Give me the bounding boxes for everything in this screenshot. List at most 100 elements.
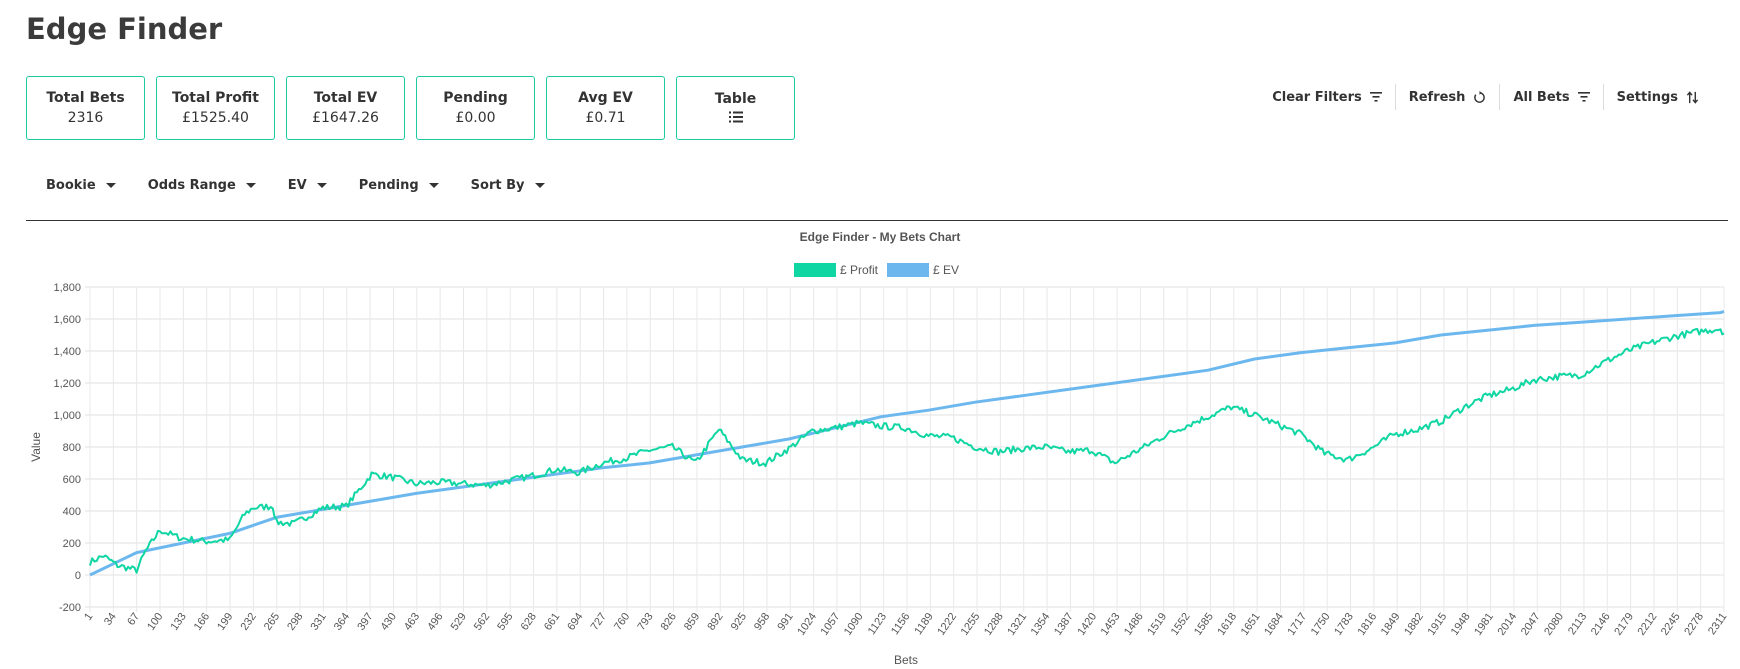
x-tick-label: 2014 xyxy=(1495,611,1519,638)
filter-label: Bookie xyxy=(46,178,96,193)
filter-pending-dropdown[interactable]: Pending xyxy=(343,178,455,193)
stat-value: £0.00 xyxy=(455,110,496,126)
filter-sort-by-dropdown[interactable]: Sort By xyxy=(455,178,561,193)
stat-value: £0.71 xyxy=(585,110,626,126)
x-tick-label: 1849 xyxy=(1379,611,1403,638)
x-tick-label: 529 xyxy=(449,611,469,633)
stat-card-total-ev[interactable]: Total EV £1647.26 xyxy=(286,76,405,140)
x-tick-label: 1552 xyxy=(1169,611,1193,638)
series-line-profit xyxy=(89,328,1725,574)
x-tick-label: 364 xyxy=(332,611,352,633)
x-tick-label: 1651 xyxy=(1239,611,1263,638)
x-tick-label: 991 xyxy=(775,611,795,633)
table-label: Table xyxy=(714,90,757,107)
series-line-ev xyxy=(89,310,1725,577)
x-tick-label: 2047 xyxy=(1519,611,1543,638)
legend-swatch-ev[interactable] xyxy=(887,263,929,277)
caret-down-icon xyxy=(428,183,439,188)
stat-card-total-profit[interactable]: Total Profit £1525.40 xyxy=(156,76,275,140)
x-tick-label: 892 xyxy=(705,611,725,633)
x-tick-label: 562 xyxy=(472,611,492,633)
x-tick-label: 1288 xyxy=(982,611,1006,638)
settings-button[interactable]: Settings xyxy=(1604,83,1712,111)
refresh-label: Refresh xyxy=(1408,89,1466,105)
filter-bookie-dropdown[interactable]: Bookie xyxy=(30,178,132,193)
filter-ev-dropdown[interactable]: EV xyxy=(272,178,343,193)
x-axis-label: Bets xyxy=(894,653,918,667)
clear-filters-button[interactable]: Clear Filters xyxy=(1259,83,1395,111)
x-tick-label: 2278 xyxy=(1682,611,1706,638)
x-tick-label: 1750 xyxy=(1309,611,1333,638)
y-tick-label: 0 xyxy=(75,570,81,582)
x-tick-label: 2245 xyxy=(1659,611,1683,638)
y-tick-label: 1,400 xyxy=(53,346,81,358)
filter-label: EV xyxy=(287,178,307,193)
stat-value: 2316 xyxy=(67,110,104,126)
x-tick-label: 1 xyxy=(82,611,95,623)
chart-legend: £ Profit £ EV xyxy=(794,263,959,277)
stat-value: £1647.26 xyxy=(312,110,379,126)
x-tick-label: 1321 xyxy=(1005,611,1029,638)
x-tick-label: 1387 xyxy=(1052,611,1076,638)
refresh-button[interactable]: Refresh xyxy=(1396,83,1500,111)
x-tick-label: 694 xyxy=(565,611,585,633)
x-tick-label: 463 xyxy=(402,611,422,633)
x-tick-label: 496 xyxy=(425,611,445,633)
toolbar: Clear Filters Refresh All Bets Settings xyxy=(1259,83,1712,111)
x-tick-label: 1585 xyxy=(1192,611,1216,638)
x-tick-label: 628 xyxy=(519,611,539,633)
all-bets-button[interactable]: All Bets xyxy=(1500,83,1602,111)
toolbar-separator xyxy=(1602,84,1604,110)
x-tick-label: 1024 xyxy=(795,611,819,638)
x-tick-label: 925 xyxy=(729,611,749,633)
filter-odds-range-dropdown[interactable]: Odds Range xyxy=(132,178,272,193)
refresh-icon xyxy=(1474,90,1486,103)
chart-gridlines xyxy=(85,286,1725,612)
x-tick-label: 2179 xyxy=(1612,611,1636,638)
x-tick-label: 760 xyxy=(612,611,632,633)
legend-label-ev[interactable]: £ EV xyxy=(933,263,959,277)
x-tick-label: 1816 xyxy=(1355,611,1379,638)
chart-series xyxy=(89,310,1725,577)
x-tick-label: 826 xyxy=(659,611,679,633)
legend-label-profit[interactable]: £ Profit xyxy=(840,263,879,277)
x-tick-label: 331 xyxy=(309,611,329,633)
y-tick-label: 400 xyxy=(63,506,81,518)
y-tick-label: 1,800 xyxy=(53,282,81,294)
x-tick-label: 1882 xyxy=(1402,611,1426,638)
stat-card-total-bets[interactable]: Total Bets 2316 xyxy=(26,76,145,140)
all-bets-label: All Bets xyxy=(1513,89,1570,105)
stat-label: Avg EV xyxy=(578,90,633,106)
caret-down-icon xyxy=(534,183,545,188)
y-axis-label: Value xyxy=(29,432,43,462)
table-view-button[interactable]: Table xyxy=(676,76,795,140)
clear-filters-label: Clear Filters xyxy=(1272,89,1362,105)
y-tick-label: 1,200 xyxy=(53,378,81,390)
x-axis-ticks: 1 34 67 100 133 166 199 232 265 298 331 364 397 430 46… xyxy=(82,611,1729,638)
y-tick-label: 600 xyxy=(63,474,81,486)
chart-title: Edge Finder - My Bets Chart xyxy=(800,230,961,244)
x-tick-label: 1420 xyxy=(1075,611,1099,638)
x-tick-label: 859 xyxy=(682,611,702,633)
caret-down-icon xyxy=(105,183,116,188)
x-tick-label: 1354 xyxy=(1029,611,1053,638)
y-tick-label: 200 xyxy=(63,538,81,550)
y-tick-label: -200 xyxy=(59,602,81,614)
filter-bar: Bookie Odds Range EV Pending Sort By xyxy=(30,178,561,193)
x-tick-label: 34 xyxy=(102,611,119,628)
x-tick-label: 1783 xyxy=(1332,611,1356,638)
y-tick-label: 800 xyxy=(63,442,81,454)
stat-card-pending[interactable]: Pending £0.00 xyxy=(416,76,535,140)
x-tick-label: 298 xyxy=(285,611,305,633)
x-tick-label: 2311 xyxy=(1706,611,1729,637)
legend-swatch-profit[interactable] xyxy=(794,263,836,277)
toolbar-separator xyxy=(1394,84,1396,110)
stat-card-avg-ev[interactable]: Avg EV £0.71 xyxy=(546,76,665,140)
stats-cards: Total Bets 2316 Total Profit £1525.40 To… xyxy=(26,76,795,140)
x-tick-label: 1255 xyxy=(959,611,983,638)
x-tick-label: 727 xyxy=(589,611,609,633)
x-tick-label: 199 xyxy=(215,611,235,633)
x-tick-label: 265 xyxy=(262,611,282,633)
caret-down-icon xyxy=(316,183,327,188)
filter-icon xyxy=(1577,92,1590,102)
